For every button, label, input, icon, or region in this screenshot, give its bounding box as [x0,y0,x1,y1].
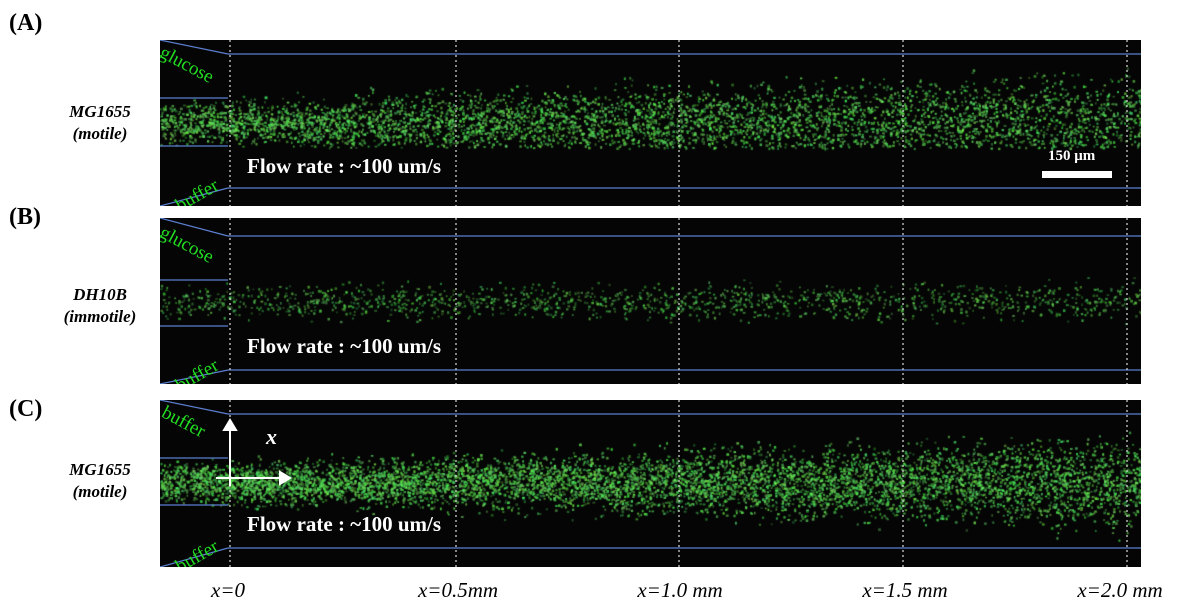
flow-rate-text: Flow rate : ~100 um/s [247,334,442,358]
micrograph-panel-b: glucose buffer Flow rate : ~100 um/s [160,218,1141,384]
x-position-label: x=1.5 mm [862,578,948,602]
x-position-label: x=0 [211,578,245,602]
fluorescence-image [160,40,1141,206]
scale-bar [1042,171,1112,178]
x-position-label: x=0.5mm [417,578,499,602]
channel-outline [160,400,1141,567]
strain-motility: (motile) [72,482,128,501]
panel-label-a: (A) [9,10,43,36]
micrograph-panel-c: buffer buffer x Flow rate : ~100 um/s [160,400,1141,567]
strain-label-b: DH10B (immotile) [40,284,160,328]
fluorescence-image [160,218,1141,384]
x-position-label: x=2.0 mm [1077,578,1163,602]
flow-rate-text: Flow rate : ~100 um/s [247,512,442,536]
strain-label-a: MG1655 (motile) [40,101,160,145]
strain-name: MG1655 [69,460,131,479]
channel-outline [160,40,1141,206]
scale-bar-label: 150 μm [1048,148,1096,164]
strain-motility: (motile) [72,124,128,143]
axis-arrows [216,418,292,486]
strain-motility: (immotile) [63,307,137,326]
micrograph-panel-a: glucose buffer Flow rate : ~100 um/s 150… [160,40,1141,206]
strain-name: MG1655 [69,102,131,121]
flow-rate-text: Flow rate : ~100 um/s [247,154,442,178]
strain-name: DH10B [73,285,127,304]
x-position-label: x=1.0 mm [637,578,723,602]
strain-label-c: MG1655 (motile) [40,459,160,503]
panel-label-b: (B) [9,204,41,230]
fluorescence-image [160,400,1141,567]
panel-label-c: (C) [9,396,43,422]
channel-outline [160,218,1141,384]
axis-x-letter: x [266,424,277,449]
